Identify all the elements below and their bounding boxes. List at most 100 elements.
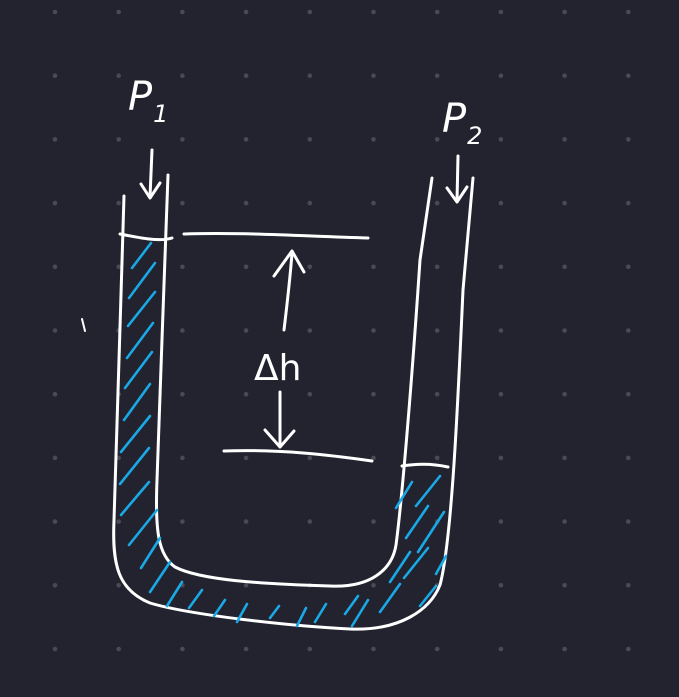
grid-dot <box>52 264 58 270</box>
grid-dot <box>180 73 185 78</box>
grid-dot <box>626 646 631 652</box>
grid-dot <box>371 137 376 142</box>
grid-dot <box>371 583 376 588</box>
grid-dot <box>180 391 185 397</box>
grid-dot <box>180 646 185 652</box>
grid-dot <box>180 455 185 461</box>
grid-dot <box>498 137 504 142</box>
grid-dot <box>371 391 376 397</box>
grid-dot <box>180 137 185 142</box>
grid-dot <box>434 264 440 270</box>
p1-label: P1 <box>128 74 168 128</box>
grid-dot <box>243 264 249 270</box>
left-fluid-level <box>118 232 174 242</box>
grid-dot <box>52 455 58 461</box>
grid-dot <box>307 137 313 142</box>
grid-dot <box>371 646 376 652</box>
grid-dot <box>498 583 504 588</box>
grid-dot <box>307 391 313 397</box>
grid-dot <box>626 9 631 15</box>
delta-h-down-arrow <box>263 390 296 449</box>
grid-dot <box>434 9 440 15</box>
p2-arrow <box>445 154 469 204</box>
grid-dot <box>626 455 631 461</box>
grid-dot <box>434 328 440 333</box>
grid-dot <box>116 137 121 142</box>
lower-reference-line <box>222 449 374 463</box>
grid-dot <box>498 328 504 333</box>
grid-dot <box>307 73 313 78</box>
grid-dot <box>498 519 504 524</box>
grid-dot <box>562 519 567 524</box>
delta-h-up-arrow <box>272 249 306 332</box>
grid-dot <box>562 391 567 397</box>
delta-h-label: Δh <box>254 348 301 389</box>
grid-dot <box>562 264 567 270</box>
grid-dot <box>371 519 376 524</box>
grid-dot <box>626 391 631 397</box>
grid-dot <box>243 455 249 461</box>
u-tube-inner-wall <box>154 173 434 588</box>
grid-dot <box>243 200 249 206</box>
grid-dot <box>307 646 313 652</box>
p1-label-subscript: 1 <box>153 100 168 128</box>
grid-dot <box>52 519 58 524</box>
grid-dot <box>180 200 185 206</box>
grid-dot <box>626 73 631 78</box>
grid-dot <box>562 646 567 652</box>
grid-dot <box>180 328 185 333</box>
upper-reference-line <box>182 231 370 240</box>
grid-dot <box>626 328 631 333</box>
grid-dot <box>562 200 567 206</box>
u-tube <box>112 173 475 631</box>
grid-dot <box>307 519 313 524</box>
grid-dot <box>434 455 440 461</box>
dot-grid <box>52 9 631 652</box>
grid-dot <box>116 519 121 524</box>
grid-dot <box>434 73 440 78</box>
stray-pen-mark <box>81 318 86 332</box>
grid-dot <box>116 264 121 270</box>
grid-dot <box>626 264 631 270</box>
grid-dot <box>626 200 631 206</box>
grid-dot <box>307 328 313 333</box>
p1-label-base: P <box>128 74 153 120</box>
p2-label-subscript: 2 <box>467 122 482 150</box>
grid-dot <box>434 646 440 652</box>
grid-dot <box>498 646 504 652</box>
grid-dot <box>243 583 249 588</box>
grid-dot <box>116 200 121 206</box>
grid-dot <box>243 519 249 524</box>
u-tube-outer-wall <box>112 176 475 631</box>
grid-dot <box>434 137 440 142</box>
grid-dot <box>498 264 504 270</box>
right-fluid-level <box>400 462 450 469</box>
grid-dot <box>498 73 504 78</box>
grid-dot <box>116 73 121 78</box>
grid-dot <box>371 455 376 461</box>
grid-dot <box>52 646 58 652</box>
grid-dot <box>307 200 313 206</box>
grid-dot <box>498 9 504 15</box>
grid-dot <box>243 646 249 652</box>
grid-dot <box>498 455 504 461</box>
grid-dot <box>371 73 376 78</box>
grid-dot <box>307 455 313 461</box>
grid-dot <box>116 646 121 652</box>
grid-dot <box>243 137 249 142</box>
p2-label: P2 <box>442 96 482 150</box>
grid-dot <box>434 391 440 397</box>
grid-dot <box>52 583 58 588</box>
grid-dot <box>371 200 376 206</box>
grid-dot <box>562 137 567 142</box>
grid-dot <box>562 583 567 588</box>
grid-dot <box>562 455 567 461</box>
grid-dot <box>52 73 58 78</box>
grid-dot <box>180 9 185 15</box>
grid-dot <box>626 583 631 588</box>
grid-dot <box>52 9 58 15</box>
grid-dot <box>498 200 504 206</box>
grid-dot <box>562 328 567 333</box>
grid-dot <box>498 391 504 397</box>
grid-dot <box>562 73 567 78</box>
